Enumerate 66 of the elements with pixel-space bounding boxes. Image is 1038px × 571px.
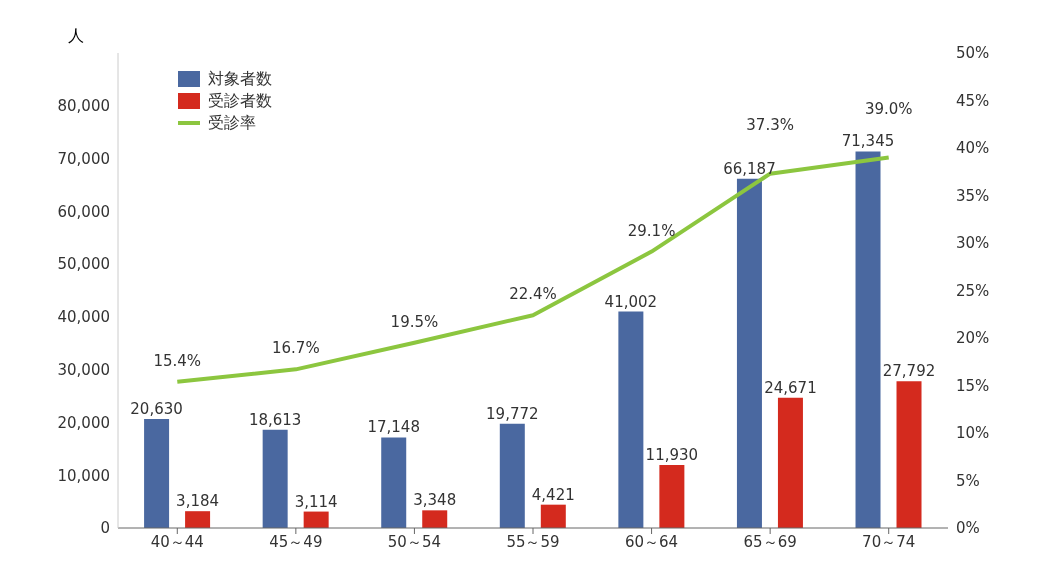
bar [499,423,525,528]
bar [540,504,566,528]
data-label: 3,114 [294,492,338,511]
data-label: 11,930 [645,446,699,465]
data-label: 24,671 [764,378,817,397]
bar [896,381,922,528]
bar [736,178,762,528]
data-label: 29.1% [627,221,676,240]
y-tick-label: 80,000 [57,97,110,116]
y-tick-label: 20,000 [57,413,110,432]
y2-tick-label: 15% [956,376,990,395]
data-label: 15.4% [153,351,202,370]
y2-tick-label: 0% [956,519,980,538]
y2-tick-label: 35% [956,186,990,205]
bar [855,151,881,528]
x-tick-label: 55～59 [506,532,560,551]
y-tick-label: 30,000 [57,360,110,379]
data-label: 66,187 [723,159,776,178]
y-tick-label: 0 [100,519,110,538]
x-tick-label: 40～44 [150,532,204,551]
data-label: 20,630 [130,400,183,419]
bar [777,397,803,528]
x-tick-label: 60～64 [624,532,679,551]
data-label: 19.5% [390,312,439,331]
x-tick-label: 65～69 [743,532,797,551]
data-label: 3,184 [176,492,220,511]
bar [303,511,329,528]
y-axis-title: 人 [68,26,84,47]
y2-tick-label: 30% [956,234,990,253]
data-label: 4,421 [531,485,575,504]
y-tick-label: 40,000 [57,308,110,327]
y2-tick-label: 5% [956,471,980,490]
y2-tick-label: 45% [956,91,990,110]
data-label: 16.7% [272,339,320,358]
x-tick-label: 45～49 [269,532,323,551]
data-label: 19,772 [486,404,539,423]
data-label: 3,348 [413,491,457,510]
data-label: 41,002 [604,292,658,311]
y2-tick-label: 50% [956,44,990,63]
y2-tick-label: 20% [956,329,990,348]
y-tick-label: 50,000 [57,255,110,274]
y-tick-label: 60,000 [57,202,110,221]
data-label: 18,613 [248,410,302,429]
bar [144,419,170,528]
y-tick-label: 70,000 [57,149,110,168]
data-label: 17,148 [367,418,420,437]
bar [262,429,288,528]
y-tick-label: 10,000 [57,466,110,485]
y2-tick-label: 40% [956,139,990,158]
data-label: 71,345 [841,132,895,151]
data-label: 39.0% [864,99,913,118]
legend-label: 対象者数 [208,68,272,90]
bar [618,311,644,528]
y2-tick-label: 25% [956,281,990,300]
y2-tick-label: 10% [956,424,990,443]
x-tick-label: 70～74 [862,532,916,551]
legend-label: 受診者数 [208,90,272,112]
data-label: 22.4% [509,285,557,304]
bar [659,465,685,528]
legend-label: 受診率 [208,112,256,134]
x-tick-label: 50～54 [387,532,442,551]
data-label: 37.3% [746,115,794,134]
bar [422,510,448,528]
data-label: 27,792 [882,362,936,381]
bar [381,437,407,528]
bar [185,511,211,528]
